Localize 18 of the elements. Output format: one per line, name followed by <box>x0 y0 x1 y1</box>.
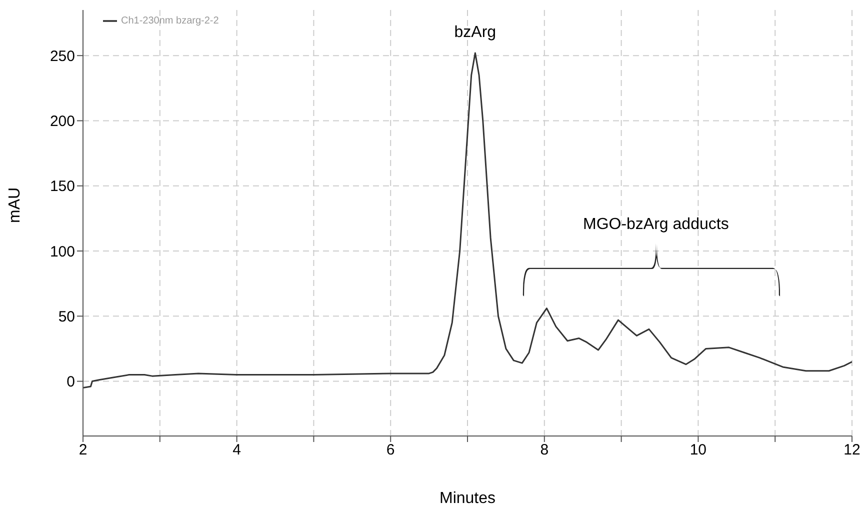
x-tick-label: 2 <box>78 442 88 459</box>
annotation: bzArg <box>454 24 496 41</box>
y-tick-label: 200 <box>50 113 75 130</box>
x-tick-label: 8 <box>540 442 549 459</box>
y-tick-label: 150 <box>50 178 75 196</box>
x-tick-label: 12 <box>844 442 860 459</box>
x-tick-label: 4 <box>232 442 241 459</box>
y-tick-label: 0 <box>66 374 75 391</box>
x-axis-title: Minutes <box>439 490 496 507</box>
x-tick-label: 6 <box>386 442 395 459</box>
annotation: MGO-bzArg adducts <box>582 216 729 234</box>
y-axis-title: mAU <box>6 187 24 223</box>
y-tick-label: 250 <box>50 48 75 65</box>
legend-label: Ch1-230nm bzarg-2-2 <box>121 16 219 27</box>
x-tick-label: 10 <box>690 442 707 459</box>
y-tick-label: 50 <box>58 308 75 326</box>
line-series <box>83 52 852 389</box>
y-tick-label: 100 <box>50 243 75 260</box>
